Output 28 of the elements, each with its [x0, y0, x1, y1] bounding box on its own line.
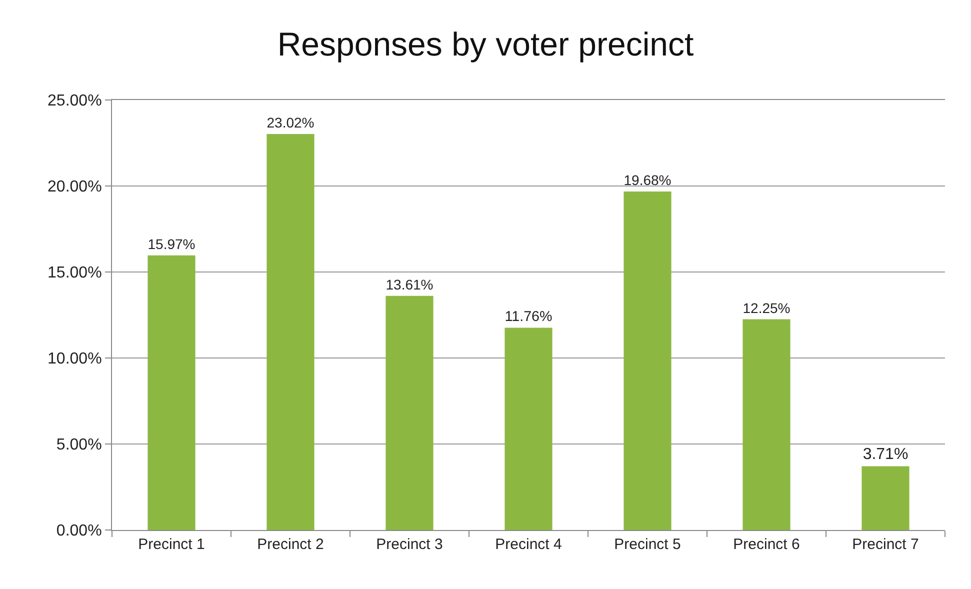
bar [742, 319, 790, 530]
x-tick-label: Precinct 1 [138, 536, 205, 553]
x-tick-label: Precinct 7 [852, 536, 919, 553]
x-tick-label: Precinct 5 [614, 536, 681, 553]
bar [148, 255, 196, 530]
bar [862, 466, 910, 530]
data-label: 23.02% [266, 114, 314, 131]
y-tick-label: 15.00% [48, 264, 102, 282]
y-tick-label: 5.00% [56, 436, 102, 454]
x-tick-label: Precinct 6 [733, 536, 800, 553]
bar [624, 192, 672, 530]
data-label: 13.61% [386, 276, 434, 292]
y-tick-label: 0.00% [56, 522, 102, 540]
x-tick-label: Precinct 2 [257, 536, 324, 553]
bar [266, 134, 314, 530]
x-tick-label: Precinct 3 [376, 536, 443, 553]
chart-title: Responses by voter precinct [277, 26, 694, 63]
y-tick-label: 10.00% [48, 350, 102, 368]
data-label: 12.25% [742, 300, 790, 316]
data-label: 15.97% [148, 236, 196, 252]
data-label: 3.71% [862, 446, 908, 464]
bar [504, 328, 552, 530]
y-tick-label: 20.00% [48, 178, 102, 196]
y-tick-label: 25.00% [48, 92, 102, 110]
data-label: 11.76% [504, 309, 553, 326]
x-tick-label: Precinct 4 [495, 536, 562, 553]
bar [386, 296, 434, 530]
data-label: 19.68% [624, 172, 672, 188]
